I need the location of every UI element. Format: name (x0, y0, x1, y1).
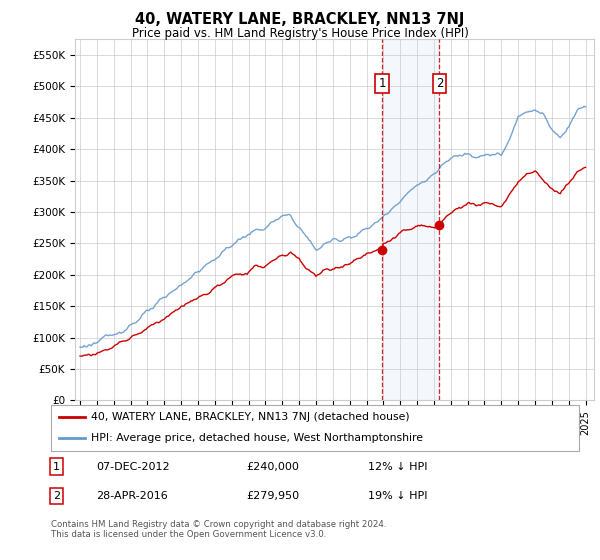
Text: 1: 1 (53, 461, 60, 472)
Text: 2: 2 (53, 491, 60, 501)
Text: 12% ↓ HPI: 12% ↓ HPI (368, 461, 427, 472)
Bar (382, 39, 439, 400)
Text: 07-DEC-2012: 07-DEC-2012 (96, 461, 170, 472)
Text: Contains HM Land Registry data © Crown copyright and database right 2024.
This d: Contains HM Land Registry data © Crown c… (51, 520, 386, 539)
Text: 2: 2 (436, 77, 443, 90)
Text: £240,000: £240,000 (247, 461, 299, 472)
Text: 19% ↓ HPI: 19% ↓ HPI (368, 491, 427, 501)
Text: HPI: Average price, detached house, West Northamptonshire: HPI: Average price, detached house, West… (91, 433, 422, 444)
Text: Price paid vs. HM Land Registry's House Price Index (HPI): Price paid vs. HM Land Registry's House … (131, 27, 469, 40)
Text: 40, WATERY LANE, BRACKLEY, NN13 7NJ: 40, WATERY LANE, BRACKLEY, NN13 7NJ (136, 12, 464, 27)
Text: 40, WATERY LANE, BRACKLEY, NN13 7NJ (detached house): 40, WATERY LANE, BRACKLEY, NN13 7NJ (det… (91, 412, 409, 422)
Text: 1: 1 (378, 77, 386, 90)
Text: £279,950: £279,950 (247, 491, 299, 501)
Text: 28-APR-2016: 28-APR-2016 (96, 491, 167, 501)
